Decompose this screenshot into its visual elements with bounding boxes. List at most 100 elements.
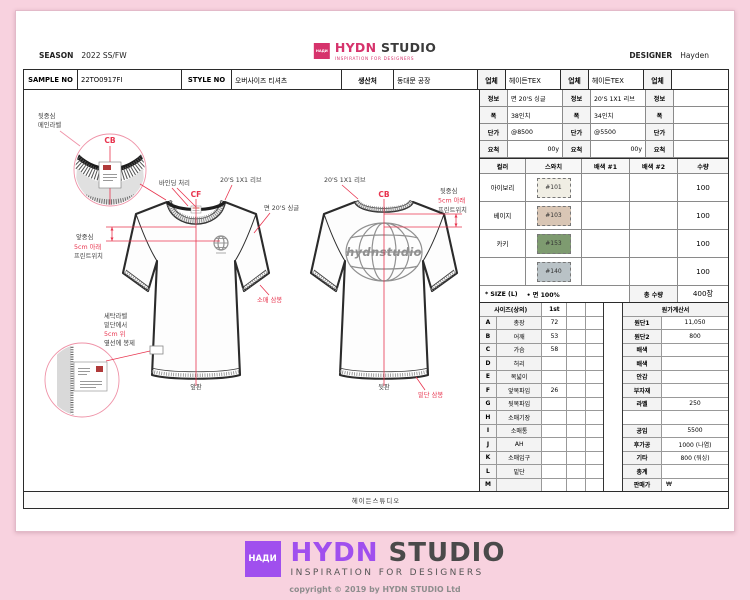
size-row: I 소매통	[480, 424, 603, 438]
accent1-col-header: 배색 #1	[582, 159, 630, 173]
cb-label: CB	[378, 190, 390, 199]
footer-brand-mark-icon: НАДИ	[244, 541, 281, 577]
accent2-value	[630, 230, 678, 257]
cost-table-title: 원가계산서	[623, 303, 728, 316]
cost-row: 후가공 1000 (나염)	[623, 438, 728, 452]
cost-row: 판매가 ₩	[623, 478, 728, 491]
style-no-label: STYLE NO	[182, 70, 232, 89]
cost-row: 공임 5500	[623, 424, 728, 438]
size-table-title: 사이즈(상의)	[480, 303, 543, 316]
size-row: F 앞목파임 26	[480, 384, 603, 398]
season: SEASON 2022 SS/FW	[39, 51, 127, 60]
cost-row: 배색	[623, 343, 728, 357]
front-print-annotation-line3: 프린트위치	[74, 251, 103, 260]
cf-label: CF	[191, 190, 202, 199]
fabric-label: 폭	[563, 107, 591, 123]
size-note: * SIZE (L)	[485, 290, 518, 298]
vendor-label-3: 업체	[644, 70, 672, 89]
rib-annotation-back: 20'S 1X1 리브	[324, 175, 366, 184]
fabric-label: 단가	[646, 124, 674, 140]
total-qty-value: 400장	[692, 289, 714, 298]
color-swatch: #153	[536, 233, 571, 254]
fabric-value: 38인치	[508, 107, 563, 123]
fabric-row-info: 정보 면 20'S 싱글 정보 20'S 1X1 리브 정보	[480, 90, 728, 107]
header-brand-logo: НАДИ HYDN STUDIO INSPIRATION FOR DESIGNE…	[313, 40, 437, 61]
color-row: 아이보리 #101 100	[480, 174, 728, 202]
size-col-header: 1st	[542, 303, 568, 316]
footer-brand-logo: НАДИ HYDN STUDIO INSPIRATION FOR DESIGNE…	[244, 540, 506, 578]
main-label-annotation-line1: 뒷중심	[38, 111, 55, 120]
size-row: M	[480, 478, 603, 491]
accent1-value	[582, 230, 630, 257]
color-swatch: #140	[536, 261, 571, 282]
copyright: copyright © 2019 by HYDN STUDIO Ltd	[289, 585, 461, 594]
care-annotation-line2: 밑단에서	[104, 320, 127, 329]
care-annotation-line3: 5cm 위	[104, 330, 125, 338]
cb-detail-label: CB	[104, 136, 116, 145]
fabric-value	[674, 107, 728, 123]
fabric-label: 정보	[480, 90, 508, 106]
accent2-col-header: 배색 #2	[630, 159, 678, 173]
color-row: 베이지 #103 100	[480, 202, 728, 230]
vendor-value-3	[672, 70, 726, 89]
color-name	[480, 258, 526, 285]
rib-annotation-front: 20'S 1X1 리브	[220, 175, 262, 184]
fabric-label: 단가	[563, 124, 591, 140]
back-print-annotation-line2: 5cm 아래	[438, 196, 465, 205]
vendor-label-1: 업체	[478, 70, 506, 89]
fabric-row-width: 폭 38인치 폭 34인치 폭	[480, 107, 728, 124]
size-row: K 소매입구	[480, 451, 603, 465]
front-print-dimension: 앞중심 5cm 아래 프린트위치	[74, 226, 220, 260]
fabric-value	[674, 124, 728, 140]
producer-label: 생산처	[342, 70, 394, 89]
cost-row: 기타 800 (워싱)	[623, 451, 728, 465]
brand-name-primary: HYDN	[334, 40, 377, 55]
right-panel: 정보 면 20'S 싱글 정보 20'S 1X1 리브 정보 폭 38인치 폭 …	[480, 90, 728, 491]
cost-row: 라벨 250	[623, 397, 728, 411]
fabric-note: • 면 100%	[526, 291, 560, 299]
cost-row: 원단2 800	[623, 330, 728, 344]
cost-row: 안감	[623, 370, 728, 384]
fabric-value: 34인치	[591, 107, 646, 123]
summary-row: * SIZE (L) • 면 100% 총 수량 400장	[480, 286, 728, 303]
neck-detail-zoom: CB	[73, 133, 167, 207]
fabric-value: @8500	[508, 124, 563, 140]
fabric-label: 폭	[480, 107, 508, 123]
qty-value: 100	[696, 239, 710, 248]
qty-col-header: 수량	[697, 163, 709, 171]
back-print-dimension: 뒷중심 5cm 아래 프린트위치	[384, 186, 467, 228]
sleeve-stitch-annotation: 소매 삼봉	[257, 295, 282, 304]
color-name: 베이지	[480, 202, 526, 229]
size-row: L 밑단	[480, 465, 603, 479]
fabric-value: 면 20'S 싱글	[508, 90, 563, 106]
spec-table: SAMPLE NO 22TO0917FI STYLE NO 오버사이즈 티셔츠 …	[23, 69, 729, 509]
qty-value: 100	[696, 183, 710, 192]
accent1-value	[582, 258, 630, 285]
fabric-value	[674, 141, 728, 157]
main-label-annotation-line2: 메인라벨	[38, 120, 61, 129]
size-row: C 가슴 58	[480, 343, 603, 357]
cost-table: 원가계산서 원단1 11,050 원단2 800 배색 배색 안감 부자재 라벨 25…	[622, 303, 728, 491]
vendor-value-2: 헤이든TEX	[589, 70, 644, 89]
accent1-value	[582, 202, 630, 229]
size-row: D 허리	[480, 357, 603, 371]
care-annotation-line4: 옆선에 봉제	[104, 338, 135, 347]
care-label-zoom	[44, 342, 151, 418]
sample-no-value: 22TO0917FI	[78, 70, 182, 89]
page-footer: НАДИ HYDN STUDIO INSPIRATION FOR DESIGNE…	[0, 540, 750, 594]
fabric-label: 정보	[646, 90, 674, 106]
brand-name-secondary: STUDIO	[381, 40, 437, 55]
fabric-label: 정보	[563, 90, 591, 106]
care-label-position	[149, 345, 164, 355]
color-name: 아이보리	[480, 174, 526, 201]
qty-value: 100	[696, 267, 710, 276]
binding-annotation: 바인딩 처리	[159, 178, 190, 187]
cost-row: 배색	[623, 357, 728, 371]
fabric-label: 요척	[646, 141, 674, 157]
size-row: A 총장 72	[480, 316, 603, 330]
chest-print-logo	[213, 235, 229, 254]
fabric-value: 00y	[508, 141, 563, 157]
accent2-value	[630, 202, 678, 229]
back-print-annotation-line1: 뒷중심	[440, 186, 457, 195]
